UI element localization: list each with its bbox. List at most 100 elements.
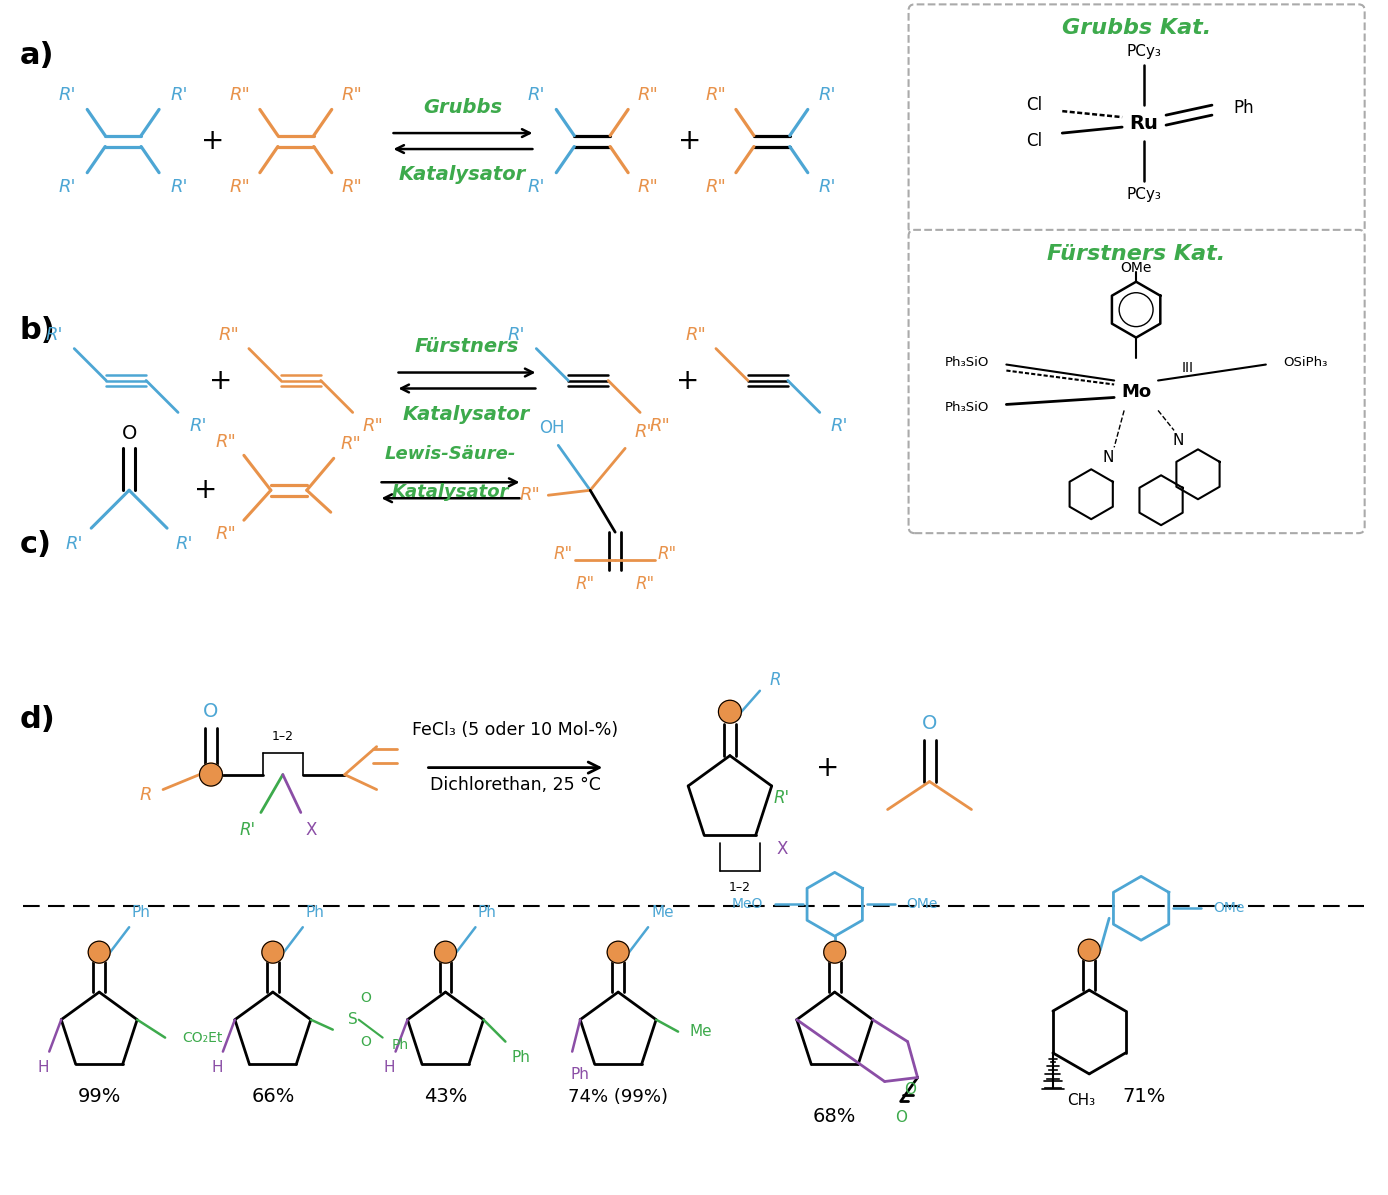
Text: R": R" [229, 86, 250, 104]
Text: Katalysator: Katalysator [391, 483, 509, 501]
Text: c): c) [19, 531, 51, 559]
Text: R': R' [527, 86, 545, 104]
Text: Fürstners: Fürstners [414, 337, 519, 356]
Text: N: N [1102, 449, 1113, 465]
Text: O: O [905, 1081, 916, 1097]
Text: N: N [1173, 433, 1184, 448]
Text: R': R' [171, 178, 187, 196]
Circle shape [262, 942, 283, 963]
Text: Lewis-Säure-: Lewis-Säure- [384, 446, 516, 464]
Text: +: + [210, 367, 233, 394]
Text: R': R' [58, 86, 76, 104]
Text: R': R' [527, 178, 545, 196]
Text: R': R' [819, 86, 837, 104]
Text: R": R" [340, 435, 361, 453]
Text: Mo: Mo [1122, 384, 1151, 402]
Text: PCy₃: PCy₃ [1127, 188, 1162, 202]
Circle shape [200, 764, 222, 786]
Text: a): a) [19, 42, 54, 71]
Text: Ph: Ph [391, 1037, 409, 1052]
Text: +: + [201, 127, 225, 155]
Text: O: O [361, 1035, 371, 1048]
Circle shape [1078, 939, 1101, 961]
Text: OMe: OMe [906, 897, 938, 912]
Circle shape [434, 942, 457, 963]
Text: OMe: OMe [1213, 901, 1244, 915]
Text: R": R" [636, 575, 655, 593]
Text: R": R" [520, 486, 541, 504]
Circle shape [89, 942, 110, 963]
Text: Me: Me [652, 905, 675, 920]
Text: H: H [384, 1060, 396, 1076]
Circle shape [823, 942, 845, 963]
Text: S: S [348, 1012, 358, 1028]
Text: OH: OH [540, 419, 565, 437]
Text: R': R' [175, 535, 193, 553]
Text: FeCl₃ (5 oder 10 Mol-%): FeCl₃ (5 oder 10 Mol-%) [412, 721, 619, 739]
Text: b): b) [19, 315, 56, 344]
Text: R': R' [189, 417, 207, 435]
Text: R': R' [65, 535, 83, 553]
Text: Ru: Ru [1130, 114, 1159, 133]
Text: Ph₃SiO: Ph₃SiO [944, 402, 988, 413]
Text: 74% (99%): 74% (99%) [568, 1087, 668, 1105]
Text: R": R" [637, 178, 658, 196]
Circle shape [719, 700, 741, 723]
Text: Ph: Ph [305, 905, 325, 920]
Text: 68%: 68% [813, 1108, 856, 1127]
Text: Ph: Ph [512, 1050, 530, 1065]
Text: CH₃: CH₃ [1067, 1093, 1095, 1108]
Text: R": R" [215, 525, 236, 544]
Text: R": R" [637, 86, 658, 104]
Text: R": R" [634, 423, 655, 441]
Text: R": R" [705, 86, 726, 104]
Text: 71%: 71% [1123, 1087, 1166, 1107]
Text: R": R" [362, 417, 383, 435]
Text: Dichlorethan, 25 °C: Dichlorethan, 25 °C [430, 776, 601, 793]
Text: Cl: Cl [1026, 96, 1042, 115]
Text: +: + [816, 754, 840, 782]
Text: Ph: Ph [132, 905, 150, 920]
Text: MeO: MeO [731, 897, 763, 912]
Text: O: O [121, 424, 137, 443]
Text: R: R [769, 670, 780, 688]
Text: CO₂Et: CO₂Et [182, 1030, 222, 1044]
Text: R': R' [46, 325, 62, 344]
Text: Grubbs Kat.: Grubbs Kat. [1062, 18, 1212, 38]
Text: +: + [676, 367, 700, 394]
Text: R": R" [341, 178, 362, 196]
Text: O: O [203, 703, 219, 722]
Text: R": R" [341, 86, 362, 104]
Circle shape [607, 942, 629, 963]
Text: PCy₃: PCy₃ [1127, 44, 1162, 59]
Text: R": R" [705, 178, 726, 196]
Text: H: H [211, 1060, 222, 1076]
Text: R": R" [554, 545, 573, 563]
Text: R': R' [831, 417, 848, 435]
Text: Ph: Ph [570, 1067, 590, 1081]
Text: R': R' [819, 178, 837, 196]
Text: R': R' [508, 325, 525, 344]
Text: Cl: Cl [1026, 133, 1042, 151]
Text: +: + [679, 127, 702, 155]
Text: Grubbs: Grubbs [423, 98, 502, 117]
Text: R": R" [650, 417, 670, 435]
Text: R': R' [171, 86, 187, 104]
FancyBboxPatch shape [909, 5, 1364, 234]
Text: O: O [361, 991, 371, 1005]
Text: R": R" [215, 434, 236, 452]
Text: +: + [194, 477, 218, 504]
FancyBboxPatch shape [909, 229, 1364, 533]
Text: R": R" [229, 178, 250, 196]
Text: 99%: 99% [78, 1087, 121, 1107]
Text: III: III [1183, 361, 1194, 374]
Text: O: O [922, 715, 937, 734]
Text: Ph: Ph [477, 905, 497, 920]
Text: R": R" [686, 325, 706, 344]
Text: Me: Me [690, 1024, 712, 1040]
Text: X: X [305, 821, 316, 839]
Text: Ph: Ph [1234, 99, 1255, 117]
Text: Katalysator: Katalysator [403, 405, 530, 424]
Text: R': R' [240, 821, 255, 839]
Text: R": R" [576, 575, 595, 593]
